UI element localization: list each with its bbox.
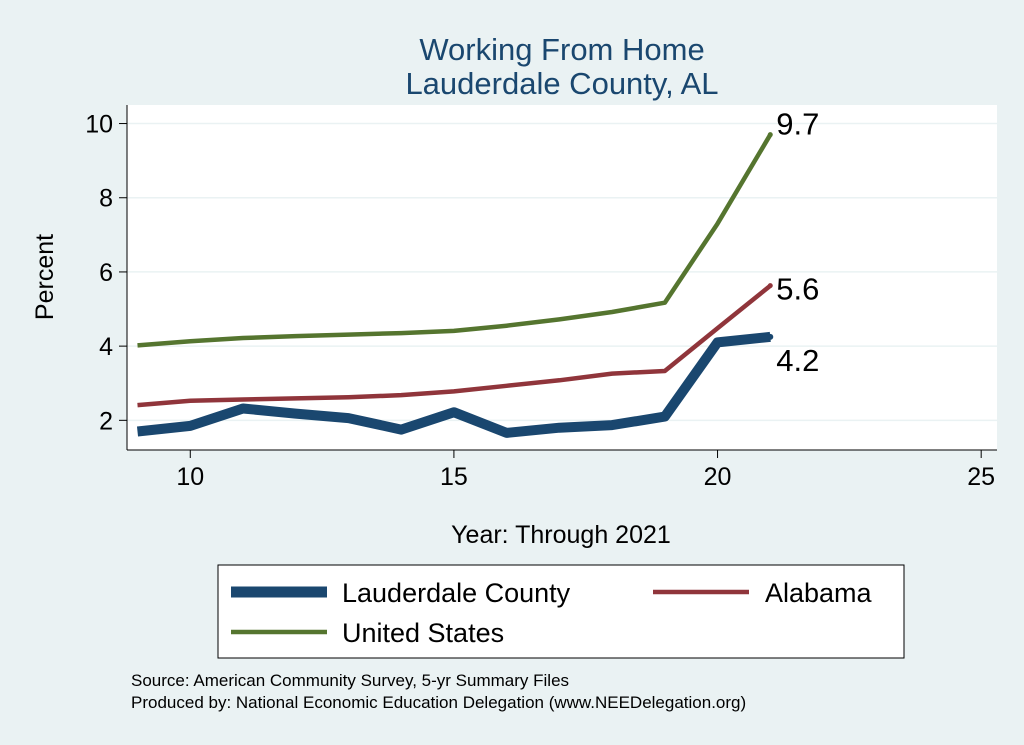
- x-tick-label-15: 15: [440, 463, 468, 491]
- end-label-lauderdale-county: 4.2: [776, 343, 819, 378]
- legend-label-alabama: Alabama: [765, 578, 873, 608]
- x-tick-label-10: 10: [176, 463, 204, 491]
- chart-title-line-2: Lauderdale County, AL: [405, 66, 718, 101]
- y-tick-label-6: 6: [99, 259, 113, 287]
- end-labels: 9.7 5.6 4.2: [776, 107, 819, 378]
- axes: 2 4 6 8 10 10 15 20 25: [85, 105, 997, 491]
- series-endpoint-lauderdale-county: [767, 333, 774, 340]
- series-lines: [136, 132, 774, 438]
- legend-label-lauderdale: Lauderdale County: [342, 578, 571, 608]
- series-endpoint-alabama: [767, 283, 773, 289]
- x-axis-title: Year: Through 2021: [451, 521, 671, 549]
- series-line-lauderdale-county: [136, 331, 771, 438]
- legend: Lauderdale County Alabama United States: [217, 564, 905, 659]
- legend-box: [217, 564, 905, 659]
- producer-note: Produced by: National Economic Education…: [131, 693, 746, 712]
- series-endpoint-united-states: [767, 132, 773, 138]
- gridlines: [127, 122, 997, 422]
- series-line-alabama: [137, 283, 772, 408]
- y-tick-label-4: 4: [99, 333, 113, 361]
- y-tick-label-2: 2: [99, 407, 113, 435]
- x-tick-label-20: 20: [704, 463, 732, 491]
- series-line-united-states: [137, 133, 773, 348]
- end-label-united-states: 9.7: [776, 107, 819, 142]
- legend-label-united-states: United States: [342, 618, 504, 648]
- y-tick-label-10: 10: [85, 111, 113, 139]
- x-tick-label-25: 25: [967, 463, 995, 491]
- source-note: Source: American Community Survey, 5-yr …: [131, 671, 569, 690]
- plot-area: [127, 105, 997, 450]
- chart-title-line-1: Working From Home: [419, 32, 704, 67]
- y-tick-label-8: 8: [99, 185, 113, 213]
- end-label-alabama: 5.6: [776, 272, 819, 307]
- y-axis-title: Percent: [31, 234, 59, 320]
